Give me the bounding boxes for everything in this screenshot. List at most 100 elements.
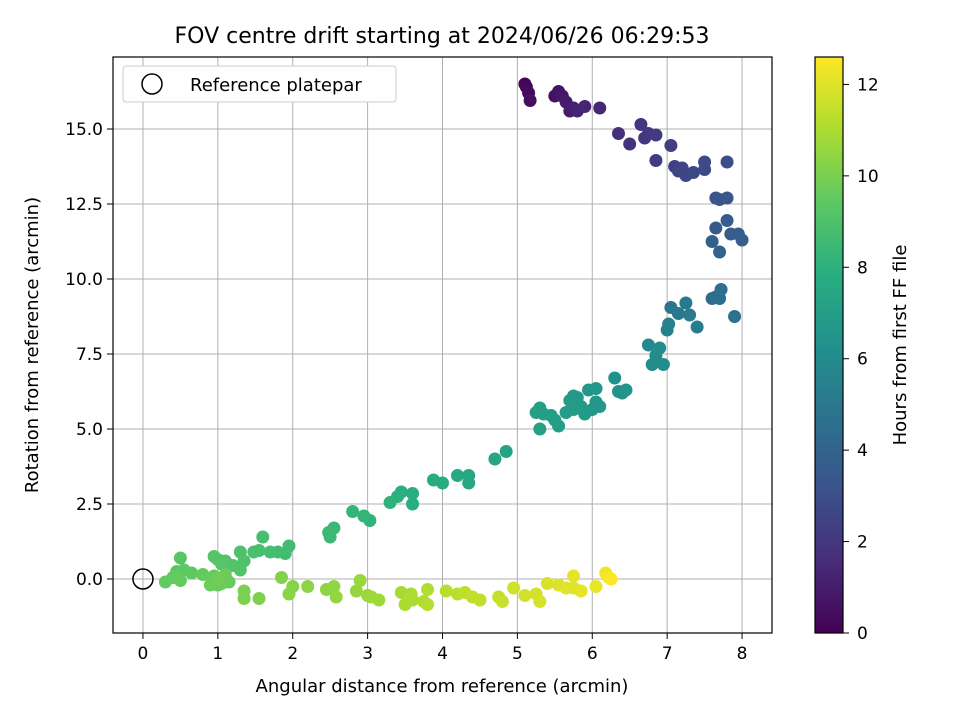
data-point xyxy=(683,308,697,322)
data-point xyxy=(274,571,288,584)
colorbar-tick-label: 0 xyxy=(857,624,868,644)
data-point xyxy=(540,577,554,590)
data-point xyxy=(705,235,719,248)
data-point xyxy=(735,233,749,247)
data-point xyxy=(263,545,277,559)
data-point xyxy=(349,584,363,598)
data-point xyxy=(247,545,261,559)
colorbar-tick-label: 6 xyxy=(857,350,868,370)
data-point xyxy=(507,581,521,595)
x-tick-label: 6 xyxy=(587,644,598,664)
data-point xyxy=(720,191,734,205)
data-point xyxy=(327,580,341,593)
data-point xyxy=(329,590,343,604)
data-point xyxy=(552,419,566,433)
data-point xyxy=(578,100,592,113)
data-point xyxy=(394,586,408,599)
data-point xyxy=(421,598,435,611)
data-point xyxy=(679,296,693,310)
data-point xyxy=(439,584,453,598)
data-point xyxy=(383,496,397,509)
data-point xyxy=(196,568,210,581)
data-point xyxy=(237,592,251,605)
legend-box xyxy=(122,65,397,103)
x-tick-label: 3 xyxy=(362,644,373,664)
data-point xyxy=(322,526,336,539)
data-point xyxy=(720,214,734,227)
y-tick-label: 2.5 xyxy=(76,495,103,515)
legend-entry-reference: Reference platepar xyxy=(190,75,362,96)
data-point xyxy=(671,307,685,320)
data-point xyxy=(720,155,734,169)
data-point xyxy=(641,338,655,352)
data-point xyxy=(215,557,229,571)
data-point xyxy=(533,422,547,436)
data-point xyxy=(709,221,723,235)
colorbar-label: Hours from first FF file xyxy=(890,245,911,446)
colorbar: 0 2 4 6 8 10 12 Hours from first FF file xyxy=(814,56,911,644)
data-point xyxy=(649,154,663,167)
y-tick-label: 7.5 xyxy=(76,345,103,365)
legend-marker-icon xyxy=(141,73,163,95)
reference-layer xyxy=(132,568,154,590)
data-point xyxy=(406,497,420,511)
data-point xyxy=(714,283,728,296)
data-point xyxy=(589,382,603,395)
y-tick-label: 5.0 xyxy=(76,420,103,440)
legend: Reference platepar xyxy=(122,65,397,103)
data-point xyxy=(495,595,509,608)
data-point xyxy=(353,574,367,587)
data-point xyxy=(211,572,225,586)
data-point xyxy=(686,166,700,179)
data-point xyxy=(185,566,199,580)
data-point xyxy=(653,341,667,355)
x-tick-label: 8 xyxy=(737,644,748,664)
data-point xyxy=(611,127,625,140)
data-point xyxy=(421,583,435,596)
y-axis-ticks: 0.0 2.5 5.0 7.5 10.0 12.5 15.0 xyxy=(65,120,113,590)
colorbar-tick-label: 4 xyxy=(857,441,868,461)
x-tick-label: 0 xyxy=(138,644,149,664)
data-point xyxy=(173,574,187,587)
y-tick-label: 10.0 xyxy=(65,270,103,290)
colorbar-gradient xyxy=(814,56,844,634)
data-point xyxy=(372,593,386,607)
data-point xyxy=(346,505,360,518)
data-point xyxy=(462,476,476,490)
chart-title: FOV centre drift starting at 2024/06/26 … xyxy=(175,24,710,49)
data-point xyxy=(589,580,603,593)
data-point xyxy=(252,592,266,605)
data-point xyxy=(282,587,296,601)
x-tick-label: 7 xyxy=(662,644,673,664)
y-tick-label: 12.5 xyxy=(65,195,103,215)
colorbar-tick-label: 10 xyxy=(857,167,879,187)
colorbar-tick-label: 2 xyxy=(857,533,868,553)
data-point xyxy=(518,589,532,602)
data-point xyxy=(473,593,487,607)
y-axis-label: Rotation from reference (arcmin) xyxy=(22,197,43,493)
data-point xyxy=(578,407,592,421)
y-tick-label: 15.0 xyxy=(65,120,103,140)
data-point xyxy=(567,569,581,583)
data-point xyxy=(623,137,637,151)
data-point xyxy=(608,371,622,385)
data-point xyxy=(529,406,543,419)
data-point xyxy=(357,509,371,523)
data-point xyxy=(690,320,704,334)
x-axis-ticks: 0 1 2 3 4 5 6 7 8 xyxy=(138,633,748,664)
data-point xyxy=(728,310,742,323)
data-point xyxy=(619,383,633,397)
reference-platepar-marker xyxy=(132,568,154,590)
data-point xyxy=(488,452,502,466)
data-point xyxy=(604,572,618,586)
data-point xyxy=(698,155,712,169)
colorbar-tick-label: 8 xyxy=(857,258,868,278)
data-point xyxy=(656,358,670,371)
data-points xyxy=(158,77,749,611)
data-point xyxy=(406,487,420,500)
data-point xyxy=(450,469,464,482)
x-tick-label: 4 xyxy=(437,644,448,664)
data-point xyxy=(593,101,607,115)
data-point xyxy=(649,128,663,142)
data-point xyxy=(301,580,315,593)
